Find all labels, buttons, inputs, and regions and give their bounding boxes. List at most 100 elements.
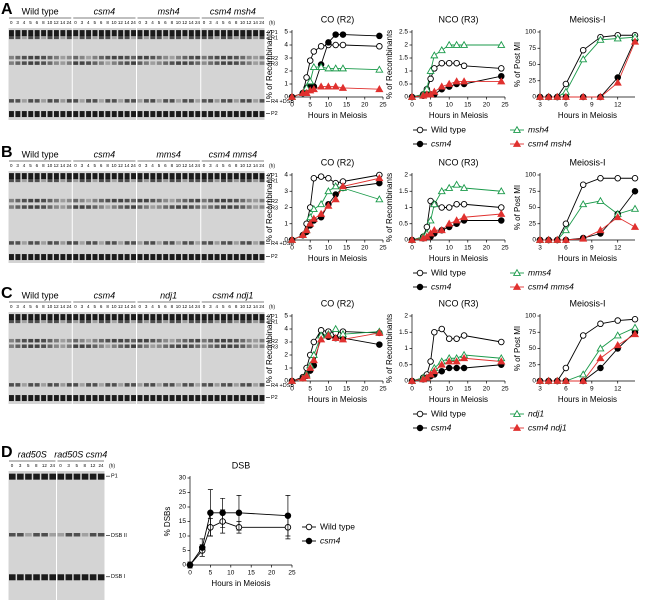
gel-band (98, 314, 104, 321)
gel-band (195, 198, 201, 203)
gel-band (124, 241, 130, 245)
y-tick-label: 0 (284, 94, 288, 101)
gel-band (227, 314, 233, 321)
gel-band (221, 55, 226, 60)
gel-band (221, 241, 226, 245)
gel-band (240, 61, 246, 65)
gel-band (163, 35, 169, 40)
lane-label: 6 (100, 20, 103, 25)
gel-band (98, 198, 104, 203)
marker (186, 561, 194, 569)
gel-band (79, 198, 85, 203)
lane-label: 12 (182, 163, 188, 168)
gel-band (41, 533, 48, 537)
y-tick-label: 0.5 (399, 81, 408, 88)
gel-band (28, 319, 34, 324)
x-tick-label: 20 (361, 245, 369, 252)
marker (445, 79, 454, 87)
lane-label: 10 (112, 20, 118, 25)
x-tick-label: 12 (614, 102, 622, 109)
gel-band (240, 344, 246, 348)
y-tick-label: 15 (179, 518, 187, 525)
lane-label: 0 (138, 163, 141, 168)
gel-band (208, 173, 214, 180)
lane-unit: (h) (269, 304, 275, 310)
gel-band (143, 314, 149, 321)
gel-band (53, 338, 59, 343)
marker (324, 187, 333, 195)
gel-band (208, 178, 214, 183)
gel-band (118, 395, 124, 402)
marker (332, 41, 339, 49)
marker (460, 213, 469, 221)
legend-label: csm4 (431, 138, 452, 148)
gel-band (156, 241, 162, 245)
gel-band (208, 314, 214, 321)
gel-band (214, 198, 220, 203)
x-tick-label: 20 (483, 245, 491, 252)
y-axis-label: % of Recombinants (265, 314, 274, 383)
marker (339, 31, 347, 38)
gel-band (188, 173, 194, 180)
gel-band (156, 314, 162, 321)
series-line (540, 200, 636, 241)
gel-band (60, 111, 66, 118)
gel-band (15, 254, 21, 261)
marker (376, 341, 383, 348)
marker (445, 335, 453, 343)
lane-label: 24 (195, 163, 201, 168)
x-tick-label: 6 (564, 386, 568, 393)
gel-band (66, 241, 72, 245)
gel-band (156, 173, 162, 180)
gel-band (214, 99, 220, 103)
gel-band (143, 30, 149, 37)
gel-band (195, 35, 201, 40)
gel-band (169, 314, 175, 321)
lane-label: 12 (54, 163, 60, 168)
band-label: P2 (271, 254, 278, 260)
marker (535, 376, 545, 384)
gel-band (201, 319, 207, 324)
gel-band (201, 173, 207, 180)
gel-band (111, 395, 117, 402)
marker (445, 219, 454, 227)
gel-band (89, 574, 97, 581)
gel-band (227, 99, 233, 103)
gel-band (98, 61, 104, 65)
y-tick-label: 5 (284, 29, 288, 36)
gel-band (208, 395, 214, 402)
gel-band (86, 344, 92, 348)
gel-band (41, 314, 47, 321)
gel-band (21, 254, 27, 261)
gel-band (131, 319, 136, 324)
gel-band (118, 111, 124, 118)
gel-band (60, 314, 66, 321)
gel-band (259, 30, 265, 37)
gel-band (182, 111, 188, 118)
gel-band (221, 35, 226, 40)
marker (324, 82, 333, 90)
y-tick-label: 0 (404, 94, 408, 101)
gel-band (195, 30, 201, 37)
gel-band (98, 35, 104, 40)
marker (306, 77, 315, 85)
gel-band (15, 383, 21, 387)
gel-band (176, 205, 181, 209)
lane-label: 14 (124, 163, 130, 168)
gel-band (233, 55, 239, 60)
marker (579, 92, 588, 100)
x-tick-label: 10 (446, 386, 454, 393)
gel-band (137, 30, 143, 37)
gel-band (34, 111, 40, 118)
gel-band (201, 241, 207, 245)
lane-label: 0 (74, 163, 77, 168)
x-tick-label: 0 (290, 386, 294, 393)
lane-label: 24 (67, 163, 73, 168)
gel-band (182, 99, 188, 103)
gel-band (182, 178, 188, 183)
gel-band (9, 473, 16, 480)
gel-band (53, 173, 59, 180)
band-label: P1 (271, 30, 278, 36)
gel-band (92, 314, 98, 321)
gel-band (253, 35, 259, 40)
